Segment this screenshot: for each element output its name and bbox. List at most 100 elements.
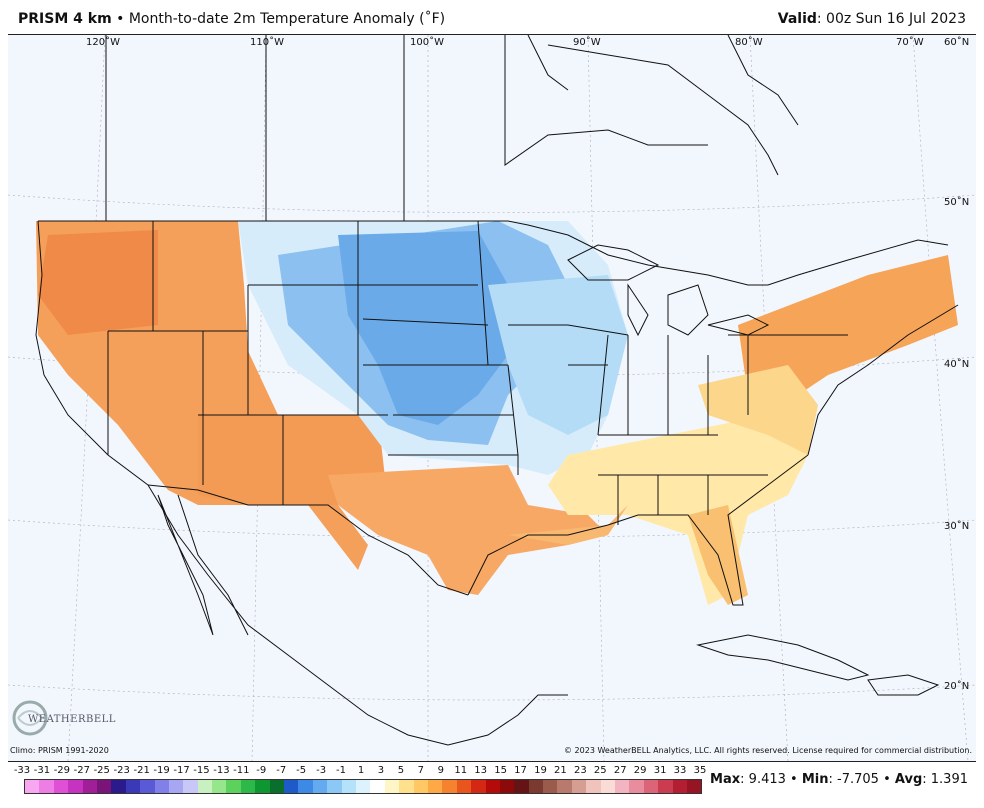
title-bar: PRISM 4 km • Month-to-date 2m Temperatur… (0, 0, 984, 34)
legend-tick-label: 3 (377, 765, 385, 776)
legend-swatch (269, 780, 285, 793)
map-canvas (8, 35, 976, 761)
weatherbell-logo: WEATHERBELL (12, 696, 122, 740)
legend-swatch (284, 780, 299, 793)
lat-label-40n: 40˚N (944, 359, 970, 370)
legend-swatch (68, 780, 83, 793)
legend-swatch (686, 780, 702, 793)
title-bullet: • (116, 11, 125, 27)
lat-label-20n: 20˚N (944, 681, 970, 692)
legend-tick-label: 5 (397, 765, 405, 776)
legend-tick-label: -1 (336, 765, 347, 776)
color-legend (24, 779, 702, 794)
legend-tick-label: -23 (113, 765, 130, 776)
stats-sep-2: • (883, 772, 891, 787)
southeast-warm-light (548, 415, 808, 605)
legend-tick-label: 35 (693, 765, 707, 776)
legend-tick-label: 33 (673, 765, 687, 776)
lon-label-100w: 100˚W (410, 37, 444, 48)
legend-swatch (528, 780, 544, 793)
valid-label: Valid (777, 11, 817, 27)
gulf-coast (467, 454, 809, 606)
lon-label-110w: 110˚W (250, 37, 284, 48)
legend-tick-label: 27 (613, 765, 627, 776)
climo-note: Climo: PRISM 1991-2020 (10, 746, 109, 755)
legend-swatch (226, 780, 241, 793)
legend-swatch (39, 780, 54, 793)
stats-readout: Max: 9.413 • Min: -7.705 • Avg: 1.391 (710, 772, 968, 787)
legend-swatch (485, 780, 500, 793)
legend-swatch (168, 780, 184, 793)
legend-tick-label: -29 (53, 765, 71, 776)
max-value: : 9.413 (740, 772, 786, 787)
legend-tick-label: -17 (173, 765, 190, 776)
legend-tick-label: 17 (514, 765, 527, 776)
legend-swatch (327, 780, 342, 793)
legend-swatch (427, 780, 443, 793)
legend-swatch (355, 780, 371, 793)
avg-value: : 1.391 (922, 772, 968, 787)
legend-tick-label: 13 (474, 765, 488, 776)
valid-value: : 00z Sun 16 Jul 2023 (816, 11, 966, 27)
legend-swatch (240, 780, 256, 793)
legend-swatch (154, 780, 169, 793)
hispaniola (867, 674, 940, 696)
legend-swatch (53, 780, 69, 793)
legend-swatch (370, 780, 385, 793)
copyright-note: © 2023 WeatherBELL Analytics, LLC. All r… (564, 746, 972, 755)
legend-swatch (125, 780, 141, 793)
state-lines-west (107, 221, 388, 505)
texas-warm (328, 465, 608, 595)
canada-provinces (105, 35, 708, 221)
legend-tick-label: 25 (593, 765, 607, 776)
midwest-cool (488, 275, 628, 435)
mid-atlantic-warm-light (698, 365, 818, 455)
legend-swatch (111, 780, 126, 793)
legend-tick-label: 11 (454, 765, 468, 776)
legend-swatch (413, 780, 428, 793)
state-lines-central (358, 220, 519, 475)
lon-label-70w: 70˚W (896, 37, 924, 48)
legend-swatch (456, 780, 472, 793)
stats-sep-1: • (790, 772, 798, 787)
legend-swatch (672, 780, 687, 793)
legend-tick-label: -11 (233, 765, 250, 776)
min-label: Min (801, 772, 829, 787)
legend-tick-label: -33 (13, 765, 31, 776)
legend-swatch (499, 780, 515, 793)
legend-tick-label: 19 (534, 765, 547, 776)
legend-tick-label: 21 (554, 765, 567, 776)
legend-tick-label: 9 (437, 765, 444, 776)
legend-swatch (514, 780, 529, 793)
lat-label-50n: 50˚N (944, 197, 970, 208)
legend-swatch (197, 780, 213, 793)
legend-swatch (82, 780, 97, 793)
legend-swatch (399, 780, 414, 793)
legend-swatch (442, 780, 457, 793)
valid-time: Valid: 00z Sun 16 Jul 2023 (778, 11, 966, 27)
legend-swatch (471, 780, 486, 793)
svg-text:WEATHERBELL: WEATHERBELL (28, 714, 116, 725)
anomaly-map: 120˚W 110˚W 100˚W 90˚W 80˚W 70˚W 60˚N 50… (8, 34, 976, 762)
legend-swatch (384, 780, 400, 793)
legend-tick-label: -31 (33, 765, 51, 776)
legend-swatch (312, 780, 328, 793)
lon-label-120w: 120˚W (86, 37, 120, 48)
atlantic-coast (807, 304, 959, 456)
mexico-outline (147, 484, 568, 746)
legend-swatch (586, 780, 601, 793)
legend-tick-label: 31 (653, 765, 667, 776)
lon-label-90w: 90˚W (573, 37, 601, 48)
hudson-bay-coast (547, 35, 799, 176)
legend-tick-label: -7 (276, 765, 287, 776)
lat-label-30n: 30˚N (944, 521, 970, 532)
min-value: : -7.705 (828, 772, 879, 787)
legend-tick-label: -5 (296, 765, 307, 776)
avg-label: Avg (894, 772, 923, 787)
legend-tick-label: 23 (573, 765, 587, 776)
cuba (696, 634, 870, 681)
legend-swatch (25, 780, 40, 793)
max-label: Max (710, 772, 741, 787)
legend-tick-label: -13 (213, 765, 230, 776)
legend-tick-label: 15 (494, 765, 507, 776)
